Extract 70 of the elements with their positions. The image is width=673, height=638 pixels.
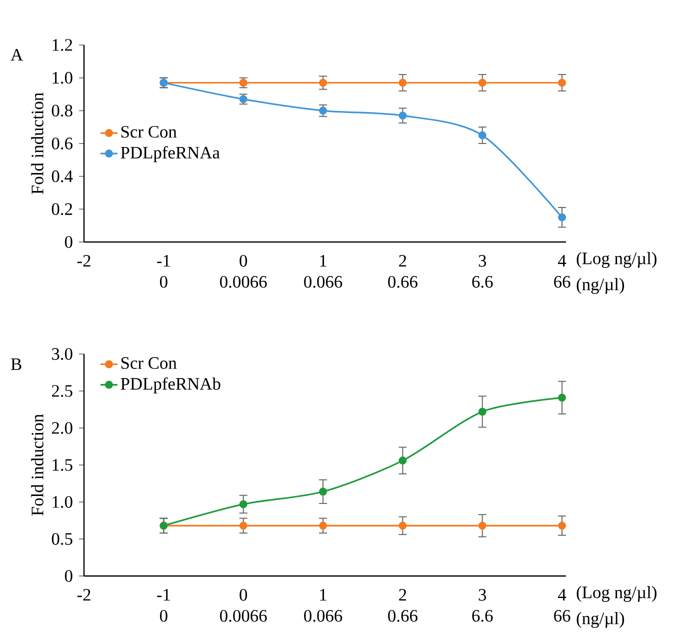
x-tick-label: 2 xyxy=(399,588,406,601)
legend-label: Scr Con xyxy=(121,357,177,369)
x2-tick-label: 6.6 xyxy=(472,610,493,622)
x-tick-label: 3 xyxy=(478,254,486,267)
y-tick-label: 0 xyxy=(64,570,72,582)
point xyxy=(478,78,486,87)
point xyxy=(558,394,566,402)
point xyxy=(558,522,566,530)
x2-tick-label: 0.0066 xyxy=(220,276,267,288)
legend-label: Scr Con xyxy=(121,126,177,138)
x2-axis-title: (ng/µl) xyxy=(576,278,624,294)
x-tick-label: 0 xyxy=(240,588,248,601)
x2-tick-label: 0.066 xyxy=(304,610,342,622)
point xyxy=(319,106,328,115)
legend-label: PDLpfeRNAa xyxy=(120,146,220,162)
x2-tick-label: 0.66 xyxy=(388,610,418,622)
x-tick-label: 4 xyxy=(558,254,566,266)
point xyxy=(398,112,407,120)
y-tick-label: 2.5 xyxy=(52,385,72,397)
x2-tick-label: 0 xyxy=(160,610,168,622)
point xyxy=(319,488,328,496)
point xyxy=(478,408,486,416)
x2-tick-label: 66 xyxy=(554,276,570,288)
x2-axis-title: (ng/µl) xyxy=(576,612,624,628)
x-tick-label: 0 xyxy=(240,254,248,267)
y-tick-label: 0.5 xyxy=(52,533,72,545)
y-tick-label: 3.0 xyxy=(52,348,72,360)
y-tick-label: 2.0 xyxy=(52,422,72,434)
chart-title: B xyxy=(10,358,22,370)
y-tick-label: 0.6 xyxy=(52,138,72,150)
y-tick-label: 1.0 xyxy=(52,72,72,84)
point xyxy=(319,522,328,530)
x-axis-title: (Log ng/µl) xyxy=(576,586,656,602)
y-tick-label: 0.4 xyxy=(52,170,73,182)
x-tick-label: -2 xyxy=(77,254,90,267)
y-tick-label: 0.8 xyxy=(52,104,72,117)
y-tick-label: 1.5 xyxy=(52,459,72,471)
x2-tick-label: 6.6 xyxy=(472,276,493,288)
x-tick-label: -2 xyxy=(77,588,90,601)
y-tick-label: 1.0 xyxy=(52,496,72,508)
y-axis-title: Fold induction xyxy=(31,414,44,516)
y-axis-title: Fold induction xyxy=(31,92,44,194)
point xyxy=(319,78,328,87)
y-tick-label: 0 xyxy=(64,236,72,248)
x-tick-label: -1 xyxy=(157,254,170,267)
x-tick-label: 4 xyxy=(558,588,566,600)
x-tick-label: 2 xyxy=(399,254,406,267)
point xyxy=(239,522,248,530)
point xyxy=(398,78,407,87)
x2-tick-label: 0.0066 xyxy=(220,610,267,622)
x-tick-label: 1 xyxy=(320,588,326,601)
x2-tick-label: 0.066 xyxy=(304,276,342,288)
point xyxy=(478,522,486,530)
point xyxy=(558,213,566,222)
point xyxy=(239,500,248,508)
chart-title: A xyxy=(10,48,23,60)
y-tick-label: 0.2 xyxy=(52,203,72,216)
point xyxy=(478,131,486,140)
x-tick-label: -1 xyxy=(157,588,170,601)
x-axis-title: (Log ng/µl) xyxy=(576,252,656,268)
y-tick-label: 1.2 xyxy=(52,39,72,51)
x-tick-label: 3 xyxy=(478,588,486,601)
x-tick-label: 1 xyxy=(320,254,326,267)
x2-tick-label: 0.66 xyxy=(388,276,418,288)
x2-tick-label: 66 xyxy=(554,610,570,622)
legend-label: PDLpfeRNAb xyxy=(120,377,220,394)
x2-tick-label: 0 xyxy=(160,276,168,288)
point xyxy=(558,78,566,87)
point xyxy=(398,456,407,465)
point xyxy=(398,522,407,530)
